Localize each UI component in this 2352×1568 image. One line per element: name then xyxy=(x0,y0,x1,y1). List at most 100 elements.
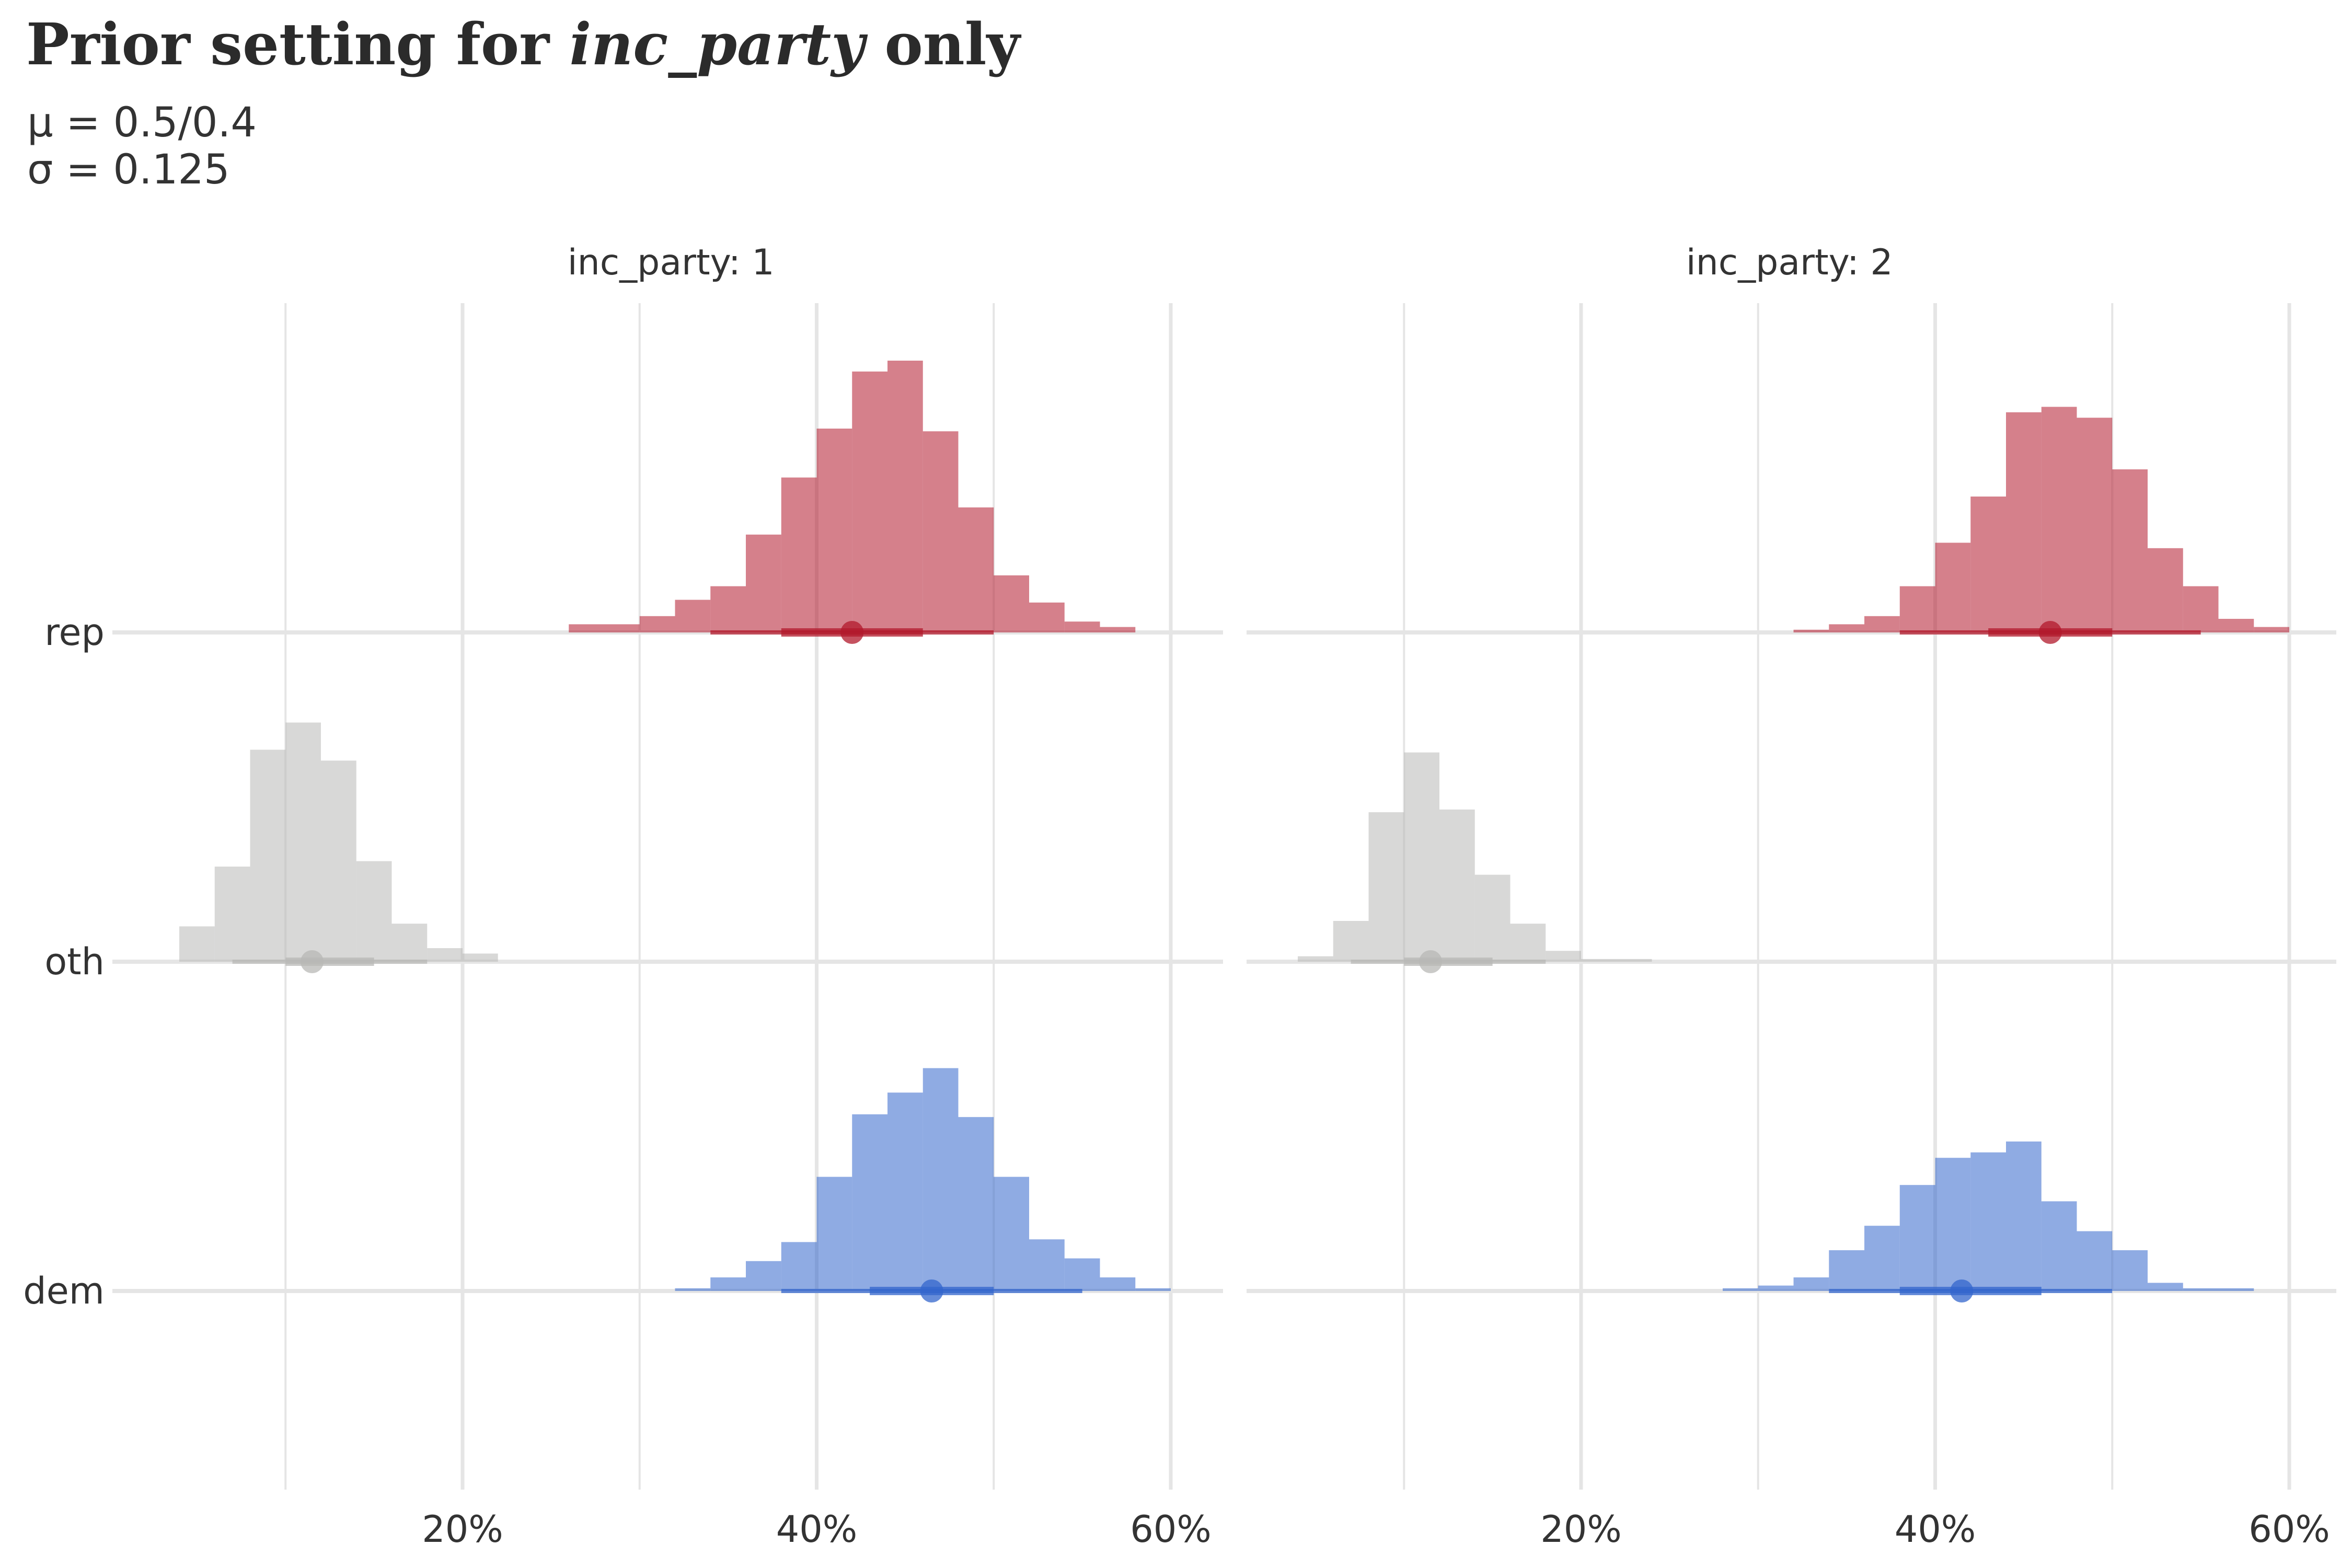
histogram-bar-oth xyxy=(391,924,428,962)
histogram-bar-rep xyxy=(2183,586,2219,632)
histogram-bar-rep xyxy=(887,361,923,632)
histogram-bar-rep xyxy=(1935,543,1971,632)
histogram-bar-dem xyxy=(1100,1277,1136,1291)
histogram-bar-dem xyxy=(1970,1152,2006,1291)
histogram-bar-rep xyxy=(781,477,817,632)
chart-title-prefix: Prior setting for xyxy=(26,10,570,78)
facet-panel-1: inc_party: 1 20% 40% 60% xyxy=(112,242,1223,1551)
histogram-bar-rep xyxy=(2077,418,2113,632)
histogram-bar-rep xyxy=(816,429,852,632)
histogram-bar-dem xyxy=(2077,1231,2113,1291)
histogram-bar-oth xyxy=(285,722,321,962)
median-point-rep xyxy=(2038,621,2062,644)
histogram-bar-dem xyxy=(852,1114,887,1291)
histogram-bar-oth xyxy=(1510,924,1546,962)
histogram-bar-rep xyxy=(675,599,711,632)
x-tick-label: 40% xyxy=(776,1508,858,1551)
x-tick-label: 60% xyxy=(1130,1508,1212,1551)
histogram-bar-dem xyxy=(1935,1158,1971,1291)
histogram-bar-rep xyxy=(2112,469,2148,632)
histogram-bar-dem xyxy=(1758,1285,1794,1291)
histogram-bar-oth xyxy=(179,926,215,962)
subtitle-sigma: σ = 0.125 xyxy=(27,146,230,193)
histogram-bar-dem xyxy=(1899,1185,1935,1291)
histogram-bar-dem xyxy=(675,1288,711,1291)
histogram-bar-rep xyxy=(1793,629,1829,632)
y-tick-label-rep: rep xyxy=(44,611,105,654)
histogram-bar-rep xyxy=(1064,621,1100,632)
chart-title: Prior setting for inc_party only xyxy=(26,10,1020,78)
histogram-bar-oth xyxy=(214,867,250,962)
median-point-dem xyxy=(1950,1279,1974,1302)
chart-title-suffix: only xyxy=(864,10,1020,78)
histogram-bar-oth xyxy=(1474,874,1511,962)
histogram-bar-dem xyxy=(2218,1288,2254,1291)
histogram-bar-dem xyxy=(2041,1201,2077,1291)
histogram-bar-oth xyxy=(1616,959,1652,962)
histogram-bar-dem xyxy=(710,1277,746,1291)
histogram-bar-oth xyxy=(1298,956,1333,962)
histogram-bar-dem xyxy=(2006,1142,2042,1291)
histogram-bar-oth xyxy=(463,953,498,962)
histogram-bar-rep xyxy=(569,624,604,632)
histogram-bar-rep xyxy=(639,616,675,632)
histogram-bar-oth xyxy=(1404,752,1439,962)
histogram-bar-rep xyxy=(2254,627,2289,632)
histogram-bar-oth xyxy=(321,760,356,962)
histogram-bar-dem xyxy=(887,1092,923,1291)
histogram-bar-dem xyxy=(1029,1239,1065,1291)
histogram-bar-dem xyxy=(1793,1277,1829,1291)
median-point-oth xyxy=(301,950,324,973)
histogram-bar-rep xyxy=(1899,586,1935,632)
facet-strip-label: inc_party: 1 xyxy=(568,242,775,283)
histogram-bar-rep xyxy=(1864,616,1900,632)
facet-strip-label: inc_party: 2 xyxy=(1686,242,1893,283)
histogram-bar-oth xyxy=(1368,812,1404,962)
histogram-bar-dem xyxy=(958,1117,994,1291)
histogram-bar-rep xyxy=(2041,407,2077,632)
histogram-bar-dem xyxy=(923,1068,959,1291)
y-tick-label-dem: dem xyxy=(23,1270,105,1312)
histogram-bar-oth xyxy=(1581,959,1617,962)
histogram-bar-dem xyxy=(816,1177,852,1291)
facet-panel-2: inc_party: 2 20% 40% 60% xyxy=(1247,242,2336,1551)
histogram-bar-oth xyxy=(356,861,392,962)
histogram-bar-oth xyxy=(427,948,463,962)
histogram-bar-oth xyxy=(250,750,286,962)
histogram-bar-oth xyxy=(1546,951,1581,962)
histogram-bar-oth xyxy=(1333,921,1369,962)
median-point-rep xyxy=(840,621,864,644)
histogram-bar-rep xyxy=(958,507,994,632)
histogram-bar-dem xyxy=(1135,1288,1171,1291)
histogram-bar-dem xyxy=(2112,1250,2148,1291)
histogram-bar-dem xyxy=(994,1177,1029,1291)
median-point-dem xyxy=(920,1279,943,1302)
histogram-bar-rep xyxy=(746,534,781,632)
y-tick-label-oth: oth xyxy=(44,940,105,983)
x-tick-label: 40% xyxy=(1895,1508,1976,1551)
histogram-bar-rep xyxy=(2006,412,2042,632)
x-tick-label: 60% xyxy=(2249,1508,2330,1551)
histogram-bar-dem xyxy=(746,1261,781,1291)
histogram-bar-rep xyxy=(923,431,959,632)
histogram-bar-dem xyxy=(1723,1288,1758,1291)
histogram-bar-rep xyxy=(1100,627,1136,632)
histogram-bar-rep xyxy=(1029,602,1065,632)
histogram-bar-rep xyxy=(1970,497,2006,632)
histogram-bar-dem xyxy=(2183,1288,2219,1291)
histogram-bar-oth xyxy=(1439,809,1475,962)
histogram-bar-rep xyxy=(852,371,887,632)
histogram-bar-rep xyxy=(1829,624,1864,632)
histogram-bar-dem xyxy=(2148,1283,2183,1291)
histogram-bar-dem xyxy=(1864,1226,1900,1291)
histogram-bar-rep xyxy=(994,575,1029,632)
histogram-bar-rep xyxy=(2148,548,2183,632)
x-tick-label: 20% xyxy=(1540,1508,1622,1551)
chart-title-variable: inc_party xyxy=(569,10,865,78)
subtitle-mu: μ = 0.5/0.4 xyxy=(27,99,257,146)
median-point-oth xyxy=(1419,950,1443,973)
x-tick-label: 20% xyxy=(422,1508,503,1551)
histogram-bar-dem xyxy=(1064,1258,1100,1291)
histogram-bar-dem xyxy=(781,1242,817,1291)
